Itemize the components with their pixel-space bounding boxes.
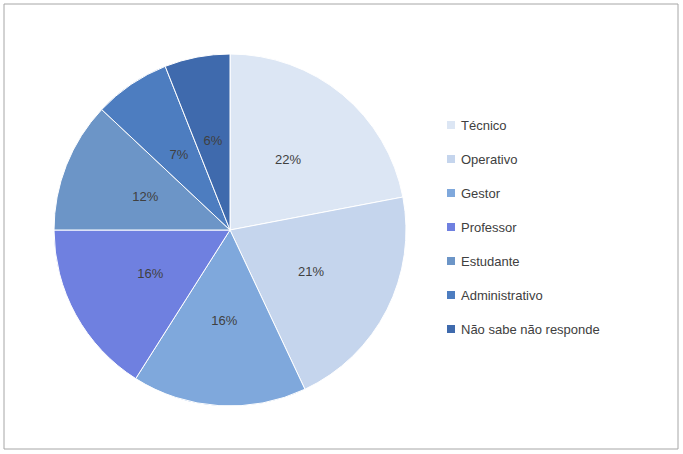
svg-text:22%: 22% [275, 152, 301, 167]
svg-text:6%: 6% [204, 133, 223, 148]
svg-text:Gestor: Gestor [461, 186, 501, 201]
svg-text:21%: 21% [298, 264, 324, 279]
svg-text:Não sabe não responde: Não sabe não responde [461, 322, 600, 337]
svg-text:Professor: Professor [461, 220, 517, 235]
svg-text:Administrativo: Administrativo [461, 288, 543, 303]
svg-text:12%: 12% [132, 189, 158, 204]
svg-text:Operativo: Operativo [461, 152, 517, 167]
svg-text:Estudante: Estudante [461, 254, 520, 269]
svg-text:Técnico: Técnico [461, 118, 507, 133]
svg-text:7%: 7% [169, 147, 188, 162]
svg-text:16%: 16% [211, 313, 237, 328]
svg-text:16%: 16% [137, 266, 163, 281]
